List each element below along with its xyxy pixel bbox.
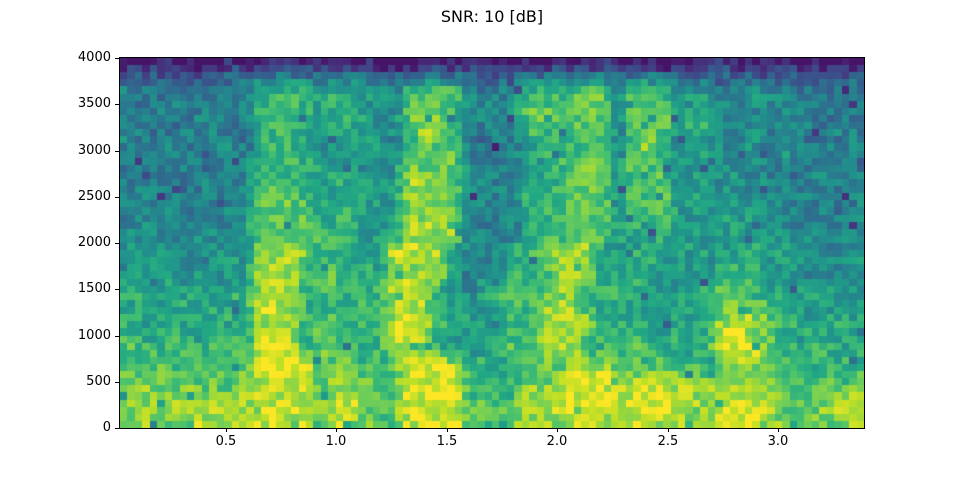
x-tick-label: 2.0 [546, 434, 568, 449]
x-tick-label: 1.0 [325, 434, 347, 449]
x-tick-label: 2.5 [657, 434, 679, 449]
y-tick [115, 243, 119, 244]
y-tick-label: 500 [86, 374, 111, 389]
x-tick-label: 1.5 [436, 434, 458, 449]
x-tick [226, 428, 227, 432]
x-tick [336, 428, 337, 432]
y-tick [115, 428, 119, 429]
chart-title: SNR: 10 [dB] [440, 7, 544, 26]
x-tick-label: 0.5 [215, 434, 237, 449]
x-tick [447, 428, 448, 432]
x-tick [778, 428, 779, 432]
y-tick-label: 4000 [77, 50, 111, 65]
y-tick [115, 197, 119, 198]
y-tick [115, 151, 119, 152]
spectrogram-heatmap [120, 58, 864, 428]
y-tick [115, 382, 119, 383]
x-tick [557, 428, 558, 432]
y-tick-label: 0 [102, 420, 111, 435]
x-tick-label: 3.0 [767, 434, 789, 449]
y-tick-label: 3000 [77, 143, 111, 158]
plot-frame [119, 57, 865, 429]
y-tick-label: 1000 [77, 328, 111, 343]
y-tick-label: 1500 [77, 281, 111, 296]
y-tick [115, 104, 119, 105]
y-tick [115, 336, 119, 337]
y-tick-label: 2500 [77, 189, 111, 204]
y-tick [115, 289, 119, 290]
y-tick [115, 58, 119, 59]
x-tick [668, 428, 669, 432]
y-tick-label: 2000 [77, 235, 111, 250]
y-tick-label: 3500 [77, 96, 111, 111]
